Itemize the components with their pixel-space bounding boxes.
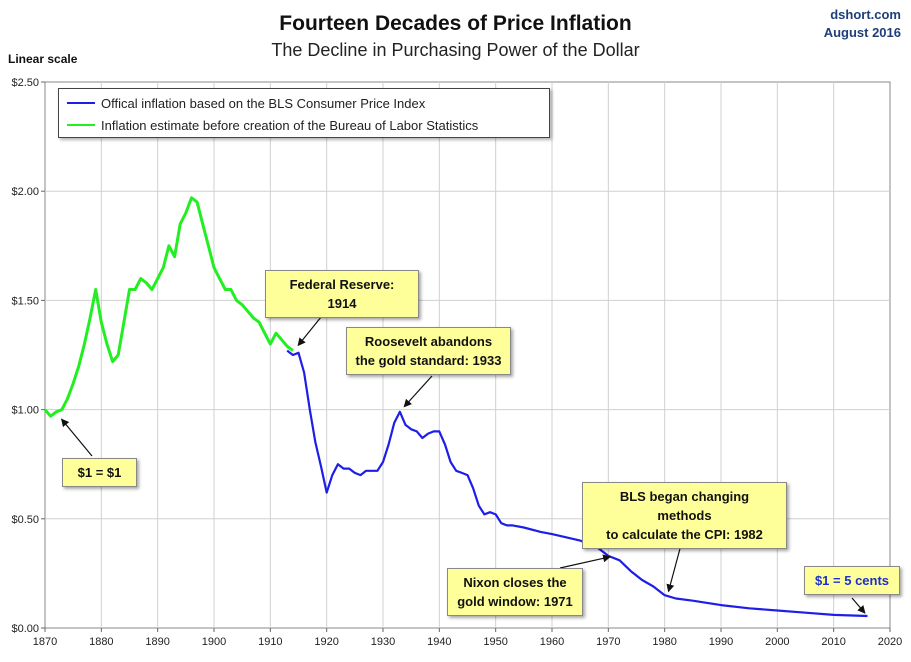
x-tick-label: 1990	[709, 636, 733, 648]
annotation-arrow	[851, 597, 866, 614]
callout-dollar-end: $1 = 5 cents	[804, 566, 900, 595]
source-site: dshort.com	[830, 7, 901, 22]
series-line-estimate	[43, 196, 294, 418]
legend-swatch-estimate	[67, 124, 95, 126]
source-date: August 2016	[823, 25, 901, 40]
y-tick-label: $0.00	[11, 623, 39, 635]
legend-swatch-bls	[67, 102, 95, 104]
x-tick-label: 2000	[765, 636, 789, 648]
x-tick-label: 1970	[596, 636, 620, 648]
x-tick-label: 1870	[33, 636, 57, 648]
y-axis: $0.00 $0.50 $1.00 $1.50 $2.00 $2.50	[11, 77, 45, 635]
callout-federal-reserve: Federal Reserve: 1914	[265, 270, 419, 318]
x-tick-label: 1910	[258, 636, 282, 648]
series-line-bls	[286, 349, 868, 618]
callout-bls-methods: BLS began changing methods to calculate …	[582, 482, 787, 549]
legend-label-bls: Offical inflation based on the BLS Consu…	[101, 95, 426, 111]
x-tick-label: 1950	[483, 636, 507, 648]
chart-subtitle: The Decline in Purchasing Power of the D…	[271, 40, 640, 60]
legend-item-bls: Offical inflation based on the BLS Consu…	[67, 94, 425, 112]
chart-title: Fourteen Decades of Price Inflation	[279, 12, 632, 35]
x-tick-label: 2010	[821, 636, 845, 648]
x-tick-label: 1880	[89, 636, 113, 648]
x-tick-label: 1900	[202, 636, 226, 648]
legend: Offical inflation based on the BLS Consu…	[58, 88, 550, 138]
legend-item-estimate: Inflation estimate before creation of th…	[67, 116, 478, 134]
y-tick-label: $1.00	[11, 405, 39, 417]
y-tick-label: $1.50	[11, 295, 39, 307]
y-tick-label: $2.50	[11, 77, 39, 89]
x-tick-label: 1920	[314, 636, 338, 648]
callout-roosevelt: Roosevelt abandons the gold standard: 19…	[346, 327, 511, 375]
x-tick-label: 1940	[427, 636, 451, 648]
x-axis: 1870 1880 1890 1900 1910 1920 1930 1940 1950 1960…	[33, 628, 902, 648]
annotation-arrow	[559, 554, 612, 569]
scale-label: Linear scale	[8, 52, 78, 66]
x-tick-label: 2020	[878, 636, 902, 648]
x-tick-label: 1930	[371, 636, 395, 648]
x-tick-label: 1960	[540, 636, 564, 648]
callout-nixon: Nixon closes the gold window: 1971	[447, 568, 583, 616]
annotation-arrow	[60, 418, 93, 457]
x-tick-label: 1980	[652, 636, 676, 648]
y-tick-label: $2.00	[11, 186, 39, 198]
series-group	[43, 196, 868, 618]
x-tick-label: 1890	[145, 636, 169, 648]
legend-label-estimate: Inflation estimate before creation of th…	[101, 117, 479, 133]
callout-dollar-start: $1 = $1	[62, 458, 137, 487]
source-credit: dshort.com August 2016	[824, 6, 901, 42]
annotation-arrow	[403, 375, 433, 408]
y-tick-label: $0.50	[11, 514, 39, 526]
